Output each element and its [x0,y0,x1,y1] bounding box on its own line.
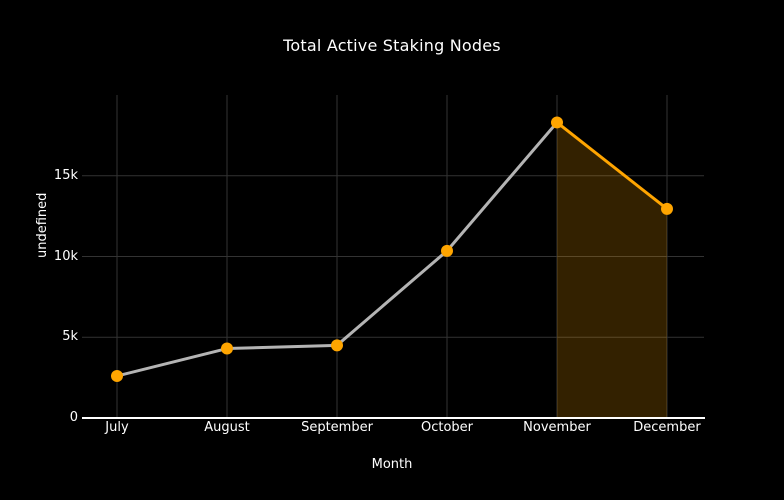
highlight-area [557,122,667,418]
x-tick-label-december: December [633,420,701,435]
data-point-august [221,342,233,355]
chart-title: Total Active Staking Nodes [283,36,501,55]
x-axis-title: Month [371,457,413,472]
y-tick-label-0: 0 [69,410,78,425]
x-tick-label-november: November [523,420,591,435]
data-point-december [661,202,673,215]
x-tick-label-september: September [301,420,373,435]
data-point-october [441,244,453,257]
x-tick-label-july: July [105,420,129,435]
data-point-september [331,339,343,352]
x-tick-label-august: August [204,420,250,435]
x-tick-label-october: October [420,420,474,435]
data-point-july [111,370,123,383]
y-tick-label-15k: 15k [53,167,78,183]
y-tick-label-5k: 5k [62,329,78,345]
y-tick-label-10k: 10k [53,248,78,264]
series-line-highlight [556,121,668,211]
data-point-november [551,116,563,129]
